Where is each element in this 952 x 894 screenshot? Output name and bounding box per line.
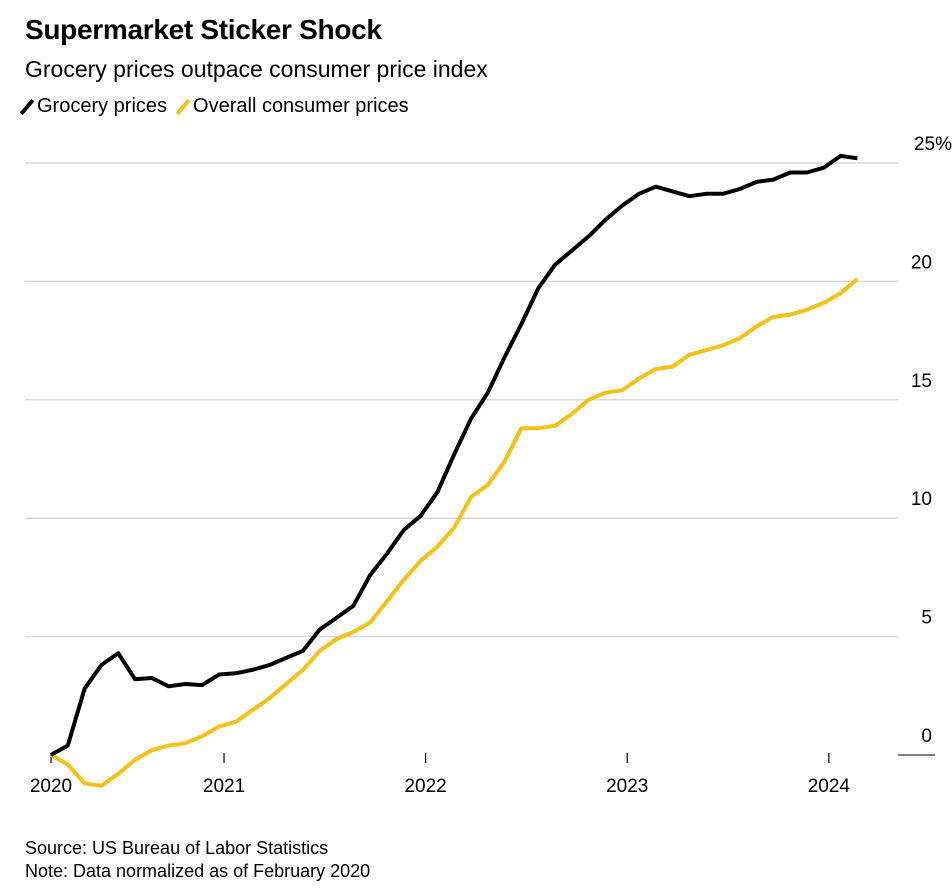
- legend-item-grocery: Grocery prices: [19, 95, 168, 118]
- x-tick-label: 2020: [30, 776, 72, 797]
- normalization-note: Note: Data normalized as of February 202…: [25, 861, 371, 881]
- y-tick-label: 25%: [914, 134, 952, 155]
- x-tick-label: 2022: [404, 776, 446, 797]
- chart-title: Supermarket Sticker Shock: [25, 14, 382, 45]
- legend: Grocery prices Overall consumer prices: [19, 95, 409, 118]
- x-tick-label: 2024: [808, 776, 851, 797]
- y-tick-label: 10: [911, 489, 932, 510]
- legend-label-cpi: Overall consumer prices: [193, 95, 409, 117]
- y-tick-label: 0: [921, 726, 932, 747]
- source-note: Source: US Bureau of Labor Statistics: [25, 838, 329, 858]
- y-tick-label: 20: [911, 252, 932, 273]
- series-line-grocery: [50, 153, 858, 757]
- legend-label-grocery: Grocery prices: [37, 95, 168, 117]
- legend-item-cpi: Overall consumer prices: [175, 95, 409, 118]
- series-line-cpi: [50, 277, 859, 788]
- y-tick-label: 15: [911, 371, 932, 392]
- chart-subtitle: Grocery prices outpace consumer price in…: [25, 56, 488, 82]
- y-tick-label: 5: [921, 608, 932, 629]
- x-tick-label: 2021: [203, 776, 245, 797]
- x-tick-label: 2023: [606, 776, 648, 797]
